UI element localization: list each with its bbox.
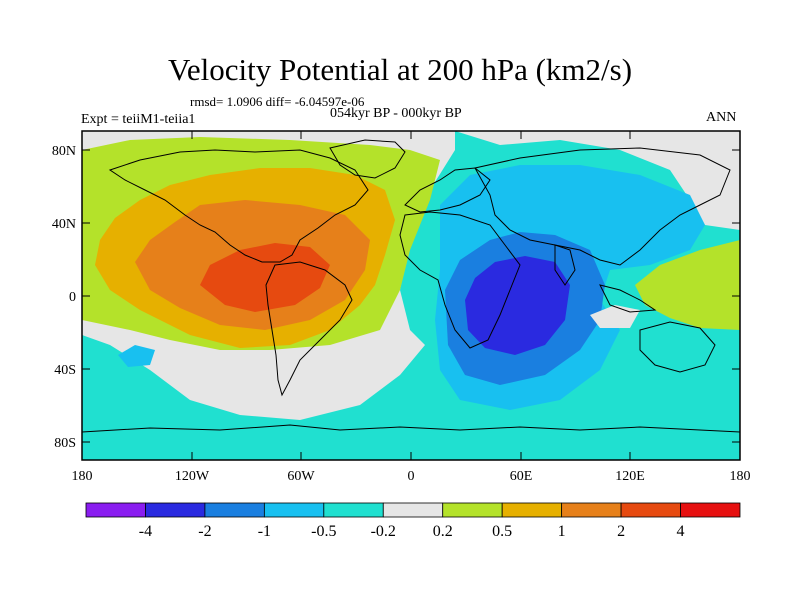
tick-marks xyxy=(81,131,741,460)
contour-4 xyxy=(200,243,330,312)
period-label: 054kyr BP - 000kyr BP xyxy=(330,106,462,121)
colorbar xyxy=(85,502,741,518)
lat-label: 0 xyxy=(69,290,76,305)
contour-0.2-northeast xyxy=(455,131,740,230)
coast-australia xyxy=(639,321,716,373)
colorbar-swatch xyxy=(561,502,622,518)
contour-pos-wpac xyxy=(635,240,740,330)
contour-field xyxy=(82,131,740,460)
lon-label: 120W xyxy=(175,469,210,484)
colorbar-swatch xyxy=(204,502,265,518)
stats-label: rmsd= 1.0906 diff= -6.04597e-06 xyxy=(190,94,365,109)
lat-label: 40N xyxy=(52,217,76,232)
lon-label: 0 xyxy=(408,469,415,484)
contour-neg-sepac xyxy=(118,345,155,367)
coast-north-america xyxy=(108,149,369,263)
colorbar-swatch xyxy=(145,502,206,518)
colorbar-label: 1 xyxy=(558,523,566,540)
colorbar-label: 4 xyxy=(677,523,685,540)
lon-label: 120E xyxy=(615,469,645,484)
coast-africa xyxy=(399,211,521,349)
colorbar-label: 0.5 xyxy=(492,523,512,540)
colorbar-label: 0.2 xyxy=(433,523,453,540)
latitude-labels: 80N 40N 0 40S 80S xyxy=(52,144,76,451)
lon-label: 60E xyxy=(510,469,533,484)
coast-india xyxy=(554,244,576,286)
colorbar-swatch xyxy=(85,502,146,518)
colorbar-swatch xyxy=(263,502,325,518)
colorbar-swatch xyxy=(501,502,563,518)
coastlines xyxy=(82,139,740,433)
lat-label: 80S xyxy=(54,436,76,451)
colorbar-label: 2 xyxy=(617,523,625,540)
colorbar-label: -1 xyxy=(258,523,271,540)
experiment-label: Expt = teiiM1-teiia1 xyxy=(81,112,196,127)
colorbar-label: -0.5 xyxy=(311,523,336,540)
colorbar-labels: -4 -2 -1 -0.5 -0.2 0.2 0.5 1 2 4 xyxy=(139,523,685,540)
coast-antarctica xyxy=(82,424,740,433)
lon-label: 180 xyxy=(730,469,751,484)
colorbar-label: -2 xyxy=(198,523,211,540)
lon-label: 60W xyxy=(287,469,315,484)
colorbar-swatch xyxy=(323,502,384,518)
coast-south-america xyxy=(265,261,353,397)
lat-label: 40S xyxy=(54,363,76,378)
colorbar-swatch xyxy=(442,502,503,518)
season-label: ANN xyxy=(706,110,737,125)
coast-greenland xyxy=(329,139,406,179)
contour-neg2 xyxy=(465,256,570,355)
plot-title: Velocity Potential at 200 hPa (km2/s) xyxy=(167,52,633,87)
coast-maritime-continent xyxy=(599,284,657,313)
colorbar-label: -4 xyxy=(139,523,152,540)
lon-label: 180 xyxy=(72,469,93,484)
longitude-labels: 180 120W 60W 0 60E 120E 180 xyxy=(72,469,751,484)
coast-europe xyxy=(404,167,491,213)
colorbar-label: -0.2 xyxy=(371,523,396,540)
colorbar-swatch xyxy=(620,502,681,518)
colorbar-swatch xyxy=(382,502,444,518)
coast-asia xyxy=(474,147,731,266)
lat-label: 80N xyxy=(52,144,76,159)
colorbar-swatch xyxy=(680,502,741,518)
